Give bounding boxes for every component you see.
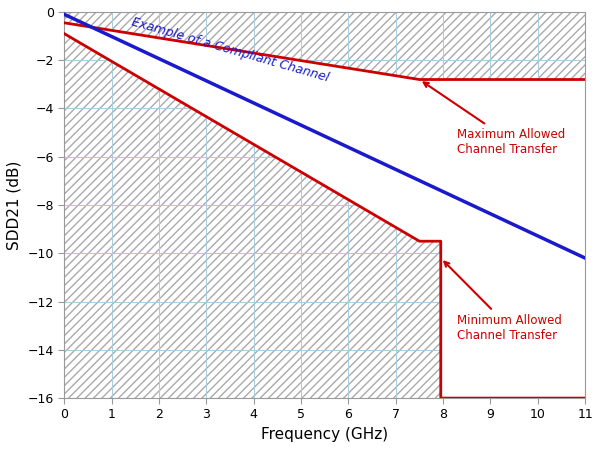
Y-axis label: SDD21 (dB): SDD21 (dB) — [7, 160, 22, 250]
Text: Example of a Compliant Channel: Example of a Compliant Channel — [130, 15, 330, 84]
Text: Minimum Allowed
Channel Transfer: Minimum Allowed Channel Transfer — [445, 262, 562, 342]
Text: Maximum Allowed
Channel Transfer: Maximum Allowed Channel Transfer — [424, 82, 566, 156]
X-axis label: Frequency (GHz): Frequency (GHz) — [261, 427, 388, 442]
